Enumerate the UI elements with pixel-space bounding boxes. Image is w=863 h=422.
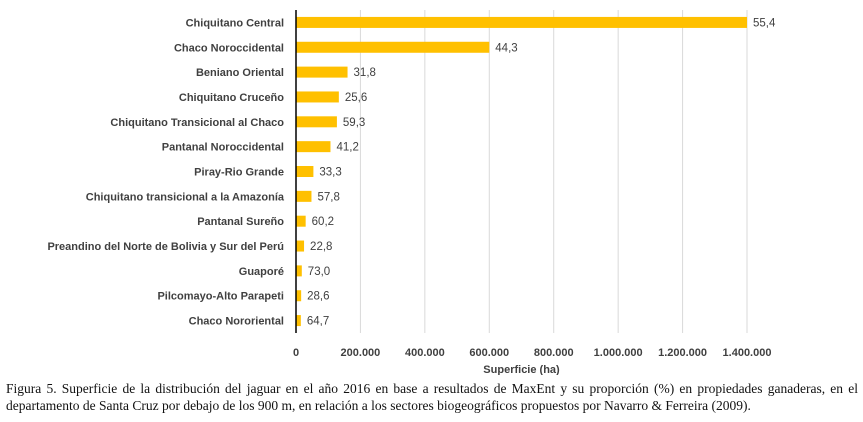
- bar: [296, 265, 302, 277]
- data-label: 33,3: [319, 167, 341, 179]
- category-label: Chiquitano Cruceño: [179, 92, 284, 104]
- data-label: 55,4: [753, 17, 776, 29]
- category-label: Pilcomayo-Alto Parapeti: [157, 291, 284, 303]
- bar: [296, 290, 302, 302]
- x-tick-label: 400.000: [405, 347, 445, 359]
- bar: [296, 16, 747, 28]
- data-label: 73,0: [308, 266, 330, 278]
- category-label: Guaporé: [239, 266, 284, 278]
- category-label: Preandino del Norte de Bolivia y Sur del…: [47, 241, 284, 253]
- category-label: Pantanal Noroccidental: [162, 142, 284, 154]
- x-tick-label: 1.200.000: [658, 347, 707, 359]
- bars: [296, 16, 747, 327]
- x-axis-label: Superficie (ha): [483, 364, 560, 375]
- x-tick-label: 1.000.000: [594, 347, 643, 359]
- category-label: Chaco Nororiental: [189, 316, 284, 328]
- data-labels: 55,4 44,3 31,8 25,6 59,3 41,2 33,3 57,8 60,2 22,8…: [307, 17, 776, 327]
- category-label: Pantanal Sureño: [197, 216, 284, 228]
- category-label: Chaco Noroccidental: [174, 42, 284, 54]
- data-label: 60,2: [312, 216, 334, 228]
- bar: [296, 315, 301, 327]
- category-label: Chiquitano Central: [186, 17, 284, 29]
- x-tick-label: 200.000: [341, 347, 381, 359]
- bar: [296, 215, 306, 227]
- bar: [296, 66, 348, 78]
- data-label: 28,6: [307, 291, 329, 303]
- bar: [296, 116, 337, 128]
- x-tick-label: 1.400.000: [723, 347, 772, 359]
- data-label: 44,3: [495, 42, 517, 54]
- data-label: 64,7: [307, 316, 329, 328]
- bar: [296, 166, 314, 177]
- category-label: Chiquitano transicional a la Amazonía: [86, 191, 285, 203]
- x-tick-label: 600.000: [469, 347, 509, 359]
- bar-chart: Chiquitano Central Chaco Noroccidental Ben…: [47, 10, 776, 375]
- category-labels: Chiquitano Central Chaco Noroccidental Ben…: [47, 17, 284, 327]
- bar: [296, 190, 312, 202]
- bar: [296, 91, 339, 103]
- gridlines: [359, 10, 748, 333]
- bar: [296, 41, 490, 53]
- category-label: Beniano Oriental: [196, 67, 284, 79]
- category-label: Chiquitano Transicional al Chaco: [110, 117, 284, 129]
- data-label: 25,6: [345, 92, 367, 104]
- x-tick-label: 0: [293, 347, 299, 359]
- bar: [296, 141, 331, 153]
- figure-caption: Figura 5. Superficie de la distribución …: [6, 381, 858, 413]
- data-label: 59,3: [343, 117, 365, 129]
- x-tick-labels: 0 200.000 400.000 600.000 800.000 1.000.000 1.…: [293, 347, 772, 359]
- x-tick-label: 800.000: [534, 347, 574, 359]
- data-label: 41,2: [336, 142, 358, 154]
- bar: [296, 240, 305, 252]
- category-label: Piray-Rio Grande: [194, 167, 284, 179]
- data-label: 22,8: [310, 241, 332, 253]
- data-label: 31,8: [354, 67, 376, 79]
- data-label: 57,8: [317, 191, 339, 203]
